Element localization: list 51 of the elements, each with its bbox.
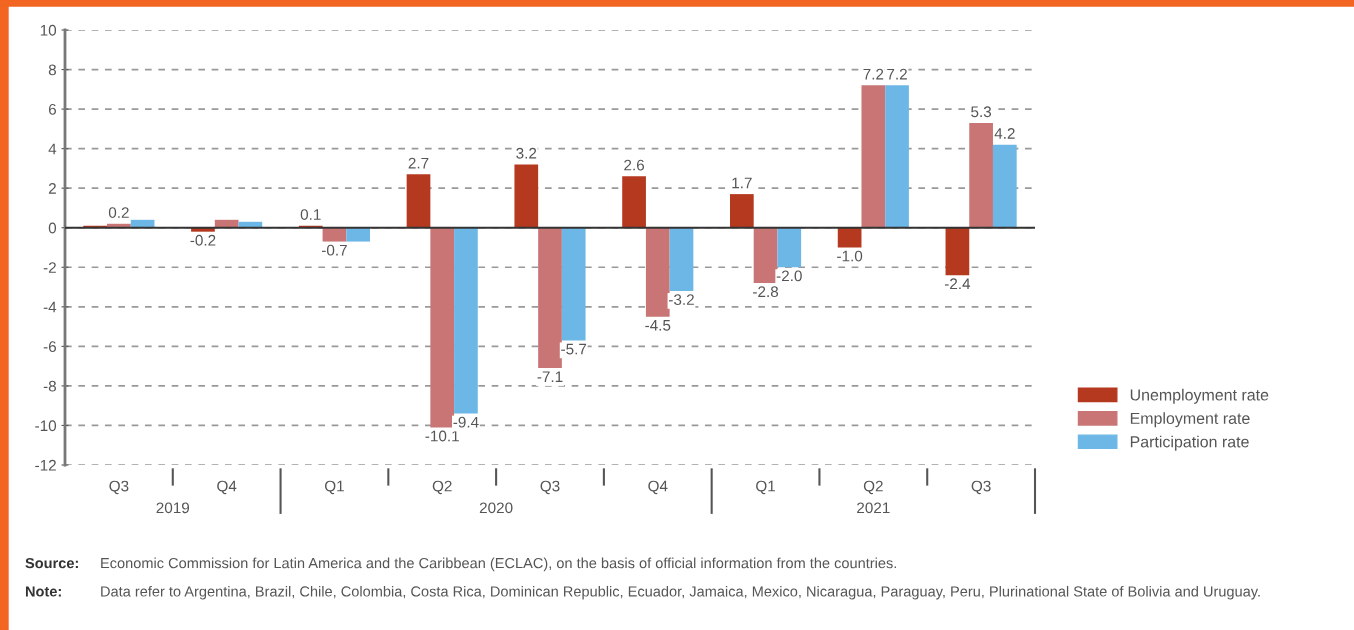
data-label: -0.2 xyxy=(190,234,216,246)
data-label: -0.7 xyxy=(321,244,347,256)
x-tick-label: Q3 xyxy=(109,480,129,495)
text: 2021 xyxy=(857,502,890,514)
legend-label: Unemployment rate xyxy=(1130,388,1269,404)
y-tick-label: -10 xyxy=(35,420,57,432)
legend-label: Employment rate xyxy=(1130,412,1250,428)
data-label: -7.1 xyxy=(537,371,563,382)
x-tick-label: Q1 xyxy=(324,480,344,495)
data-label: -2.8 xyxy=(753,286,779,298)
y-tick-label: 2 xyxy=(48,183,56,194)
data-label: 1.7 xyxy=(732,177,752,189)
data-label: -9.4 xyxy=(453,416,479,428)
y-tick-label: 6 xyxy=(48,103,56,115)
data-label: 0.2 xyxy=(108,207,129,218)
legend-label: Participation rate xyxy=(1130,435,1249,451)
data-label: -1.0 xyxy=(837,250,863,262)
data-label: 2.7 xyxy=(408,157,429,169)
x-tick-label: Q2 xyxy=(863,480,883,495)
data-label: 4.2 xyxy=(994,128,1015,139)
y-tick-label: 10 xyxy=(40,24,57,36)
text: Note: Data refer to Argentina, Brazil, Chile, Colombia, Costa Rica, Dominican Republic, Ecuador, Jamaica, Mexico, Nicaragua, Paraguay, Peru, Plurinational State of Bolivia and Uruguay. xyxy=(25,585,1260,600)
data-label: 5.3 xyxy=(971,106,992,118)
x-tick-label: Q4 xyxy=(217,480,237,495)
data-label: -2.0 xyxy=(776,270,802,282)
data-label: 7.2 xyxy=(863,68,884,80)
y-tick-label: -2 xyxy=(43,262,56,273)
x-tick-label: Q3 xyxy=(540,480,560,495)
y-tick-label: -4 xyxy=(43,301,57,313)
y-tick-label: -12 xyxy=(35,459,56,471)
data-label: -10.1 xyxy=(425,430,459,442)
data-label: -2.4 xyxy=(944,278,971,290)
x-tick-label: Q2 xyxy=(432,480,452,495)
text: 2019 xyxy=(156,502,190,514)
data-label: -5.7 xyxy=(561,343,587,355)
x-tick-label: Q3 xyxy=(971,480,991,495)
x-tick-label: Q4 xyxy=(648,480,668,495)
y-tick-label: 8 xyxy=(48,64,56,76)
x-tick-label: Q1 xyxy=(756,480,775,495)
data-label: -3.2 xyxy=(669,294,694,305)
data-label: 3.2 xyxy=(516,147,537,159)
data-label: 2.6 xyxy=(624,159,645,171)
text: 2020 xyxy=(479,502,513,514)
y-tick-label: -8 xyxy=(43,380,56,392)
y-tick-label: -6 xyxy=(43,341,56,353)
y-tick-label: 4 xyxy=(48,143,57,155)
data-label: -4.5 xyxy=(645,320,671,331)
y-tick-label: 0 xyxy=(48,222,57,234)
data-label: 7.2 xyxy=(887,68,907,80)
text: Source: Economic Commission for Latin America and the Caribbean (ECLAC), on the basis of official information from the countries. xyxy=(25,557,896,572)
data-label: 0.1 xyxy=(300,209,321,220)
